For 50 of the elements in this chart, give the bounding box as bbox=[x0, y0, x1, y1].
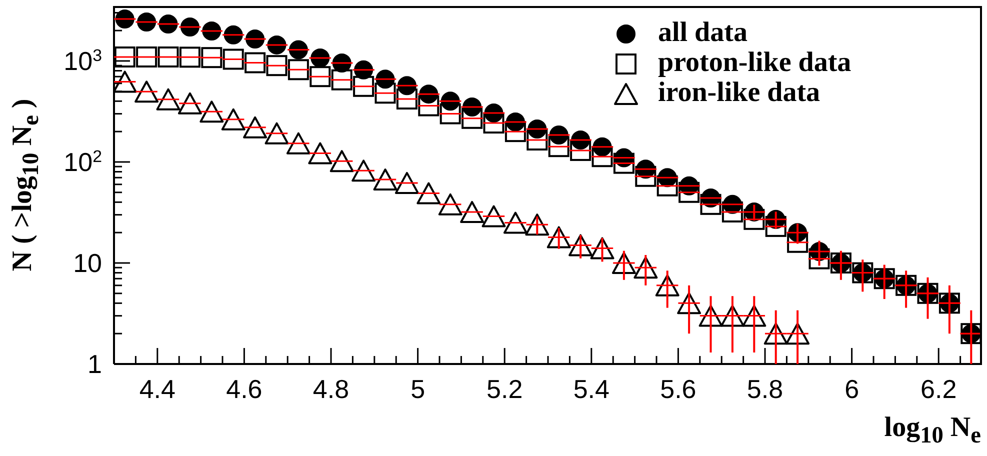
point bbox=[374, 82, 396, 104]
point bbox=[396, 88, 418, 110]
point bbox=[548, 136, 570, 158]
x-tick-label: 6 bbox=[844, 374, 860, 404]
point bbox=[438, 193, 462, 216]
point bbox=[655, 274, 680, 296]
x-axis-title: log$_{10}$ N$_{e}$ bbox=[884, 412, 981, 450]
point bbox=[612, 252, 636, 274]
x-tick-label: 5.2 bbox=[486, 374, 523, 404]
point bbox=[243, 116, 268, 138]
y-tick-label: 10$^{3}$ bbox=[64, 45, 102, 76]
point bbox=[418, 95, 440, 116]
point bbox=[462, 108, 483, 129]
x-tick-label: 4.4 bbox=[139, 374, 176, 404]
point bbox=[200, 100, 224, 123]
point bbox=[352, 160, 376, 182]
point bbox=[808, 248, 830, 270]
point bbox=[288, 59, 309, 80]
x-tick-label: 5.8 bbox=[746, 374, 784, 404]
point bbox=[460, 200, 484, 223]
point bbox=[156, 88, 180, 110]
point bbox=[440, 103, 461, 124]
x-tick-label: 4.8 bbox=[312, 374, 350, 404]
y-tick-label: 10 bbox=[73, 248, 102, 278]
legend-label: proton-like data bbox=[658, 47, 852, 78]
legend-label: all data bbox=[658, 17, 748, 48]
y-tick-label: 1 bbox=[88, 349, 102, 379]
x-tick-label: 4.6 bbox=[226, 374, 262, 404]
point bbox=[353, 76, 374, 97]
x-tick-label: 5.6 bbox=[660, 374, 696, 404]
point bbox=[787, 232, 808, 253]
point bbox=[570, 140, 592, 161]
point bbox=[546, 226, 571, 248]
x-tick-label: 5.4 bbox=[573, 374, 610, 404]
point bbox=[416, 182, 441, 204]
point bbox=[114, 70, 137, 93]
point bbox=[677, 292, 702, 314]
point bbox=[286, 132, 310, 154]
point bbox=[221, 108, 246, 130]
point bbox=[178, 92, 202, 114]
point bbox=[634, 256, 658, 279]
point bbox=[482, 205, 506, 228]
legend-label: iron-like data bbox=[658, 77, 820, 108]
x-tick-label: 6.2 bbox=[920, 374, 957, 404]
point bbox=[308, 142, 332, 164]
y-tick-label: 10$^{2}$ bbox=[64, 146, 102, 177]
point bbox=[264, 122, 289, 144]
point bbox=[134, 80, 159, 103]
x-tick-label: 5 bbox=[410, 374, 426, 404]
point bbox=[330, 150, 354, 172]
